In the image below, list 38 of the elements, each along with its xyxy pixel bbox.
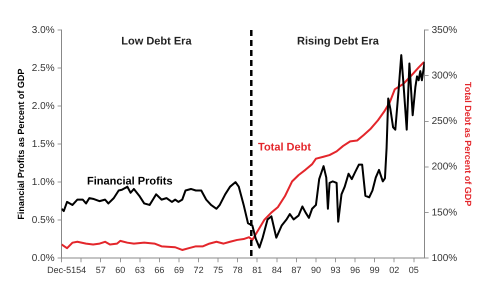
y2-axis-title: Total Debt as Percent of GDP	[463, 82, 474, 206]
y-tick-label: 0.0%	[32, 252, 55, 264]
y-tick-label: 0.5%	[32, 214, 55, 226]
series-label: Total Debt	[258, 141, 312, 154]
x-tick-label: 69	[174, 265, 184, 276]
annotation: Rising Debt Era	[297, 36, 380, 48]
y-tick-label: 2.5%	[32, 62, 55, 74]
series-label: Financial Profits	[87, 175, 173, 188]
y-tick-label: 3.0%	[32, 24, 55, 36]
x-tick-label: 60	[115, 265, 126, 276]
x-tick-label: 54	[76, 265, 86, 276]
y2-tick-label: 200%	[432, 162, 458, 173]
y2-tick-label: 300%	[432, 70, 458, 82]
x-tick-label: Dec-51	[47, 265, 76, 276]
y2-tick-label: 350%	[432, 24, 458, 36]
x-tick-label: 87	[291, 265, 302, 276]
y2-tick-label: 250%	[432, 116, 458, 128]
x-tick-label: 63	[134, 265, 145, 276]
x-tick-label: 02	[389, 265, 400, 276]
y-tick-label: 2.0%	[32, 100, 55, 112]
x-tick-label: 96	[350, 265, 360, 276]
x-tick-label: 78	[232, 265, 243, 276]
x-tick-label: 05	[408, 265, 419, 276]
y2-tick-label: 150%	[432, 207, 458, 218]
x-tick-label: 99	[370, 265, 380, 276]
x-tick-label: 57	[96, 265, 106, 276]
y-axis-title: Financial Profits as Percent of GDP	[16, 68, 26, 220]
y2-tick-label: 100%	[432, 252, 458, 264]
y-tick-label: 1.0%	[32, 176, 55, 188]
x-tick-label: 66	[154, 265, 164, 276]
x-tick-label: 81	[252, 265, 262, 276]
x-tick-label: 75	[213, 265, 224, 276]
annotation: Low Debt Era	[121, 36, 192, 48]
x-tick-label: 93	[330, 265, 341, 276]
x-tick-label: 72	[194, 265, 204, 276]
x-tick-label: 84	[272, 265, 282, 276]
y-tick-label: 1.5%	[32, 138, 55, 150]
x-tick-label: 90	[310, 265, 321, 276]
